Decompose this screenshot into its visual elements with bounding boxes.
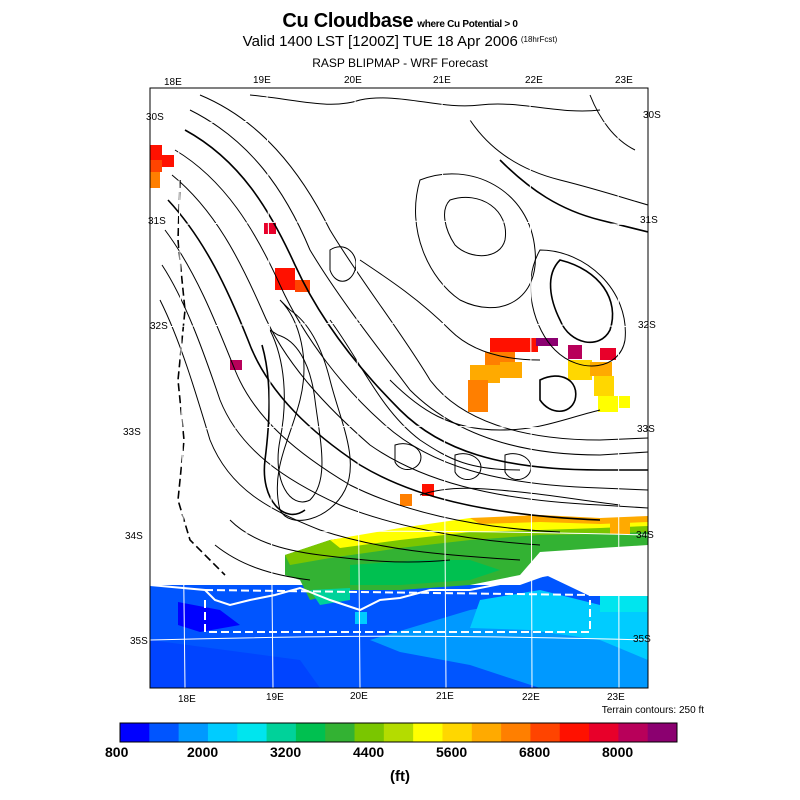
colorbar-swatch [207,723,238,742]
right-lat-label: 35S [633,634,651,645]
colorbar-swatch [295,723,326,742]
colorbar [119,722,678,743]
colorbar-swatch [589,723,619,742]
top-lon-label: 20E [344,75,362,86]
coastline [150,573,648,612]
colorbar-swatch [383,723,414,742]
colorbar-swatch [120,723,150,742]
colorbar-label: 5600 [436,744,468,760]
top-lon-label: 18E [164,77,182,88]
top-lon-label: 22E [525,75,543,86]
left-lat-label: 34S [125,531,143,542]
title-qualifier: where Cu Potential > 0 [417,19,518,30]
forecast-hour: (18hrFcst) [520,35,558,44]
colorbar-swatch [266,723,297,742]
left-lat-label: 30S [146,112,164,123]
cloudbase-band [285,515,648,624]
terrain-contours [159,94,648,581]
title-main: Cu Cloudbase [282,10,414,32]
right-lat-label: 33S [637,424,655,435]
colorbar-label: 2000 [187,744,219,760]
map-frame [149,87,649,689]
right-lat-label: 30S [643,110,661,121]
colorbar-swatch [237,723,268,742]
colorbar-swatch [178,723,209,742]
colorbar-swatch [618,723,649,742]
valid-time: Valid 1400 LST [1200Z] TUE 18 Apr 2006 (1… [0,33,800,50]
graticule [150,88,648,688]
colorbar-swatch [354,723,385,742]
colorbar-label: 3200 [270,744,302,760]
top-lon-label: 21E [433,75,451,86]
terrain-contour-note: Terrain contours: 250 ft [601,705,704,716]
left-lat-label: 35S [130,636,148,647]
colorbar-swatch [559,723,590,742]
left-lat-label: 32S [150,321,168,332]
colorbar-label: 4400 [353,744,385,760]
colorbar-swatch [647,723,678,742]
colorbar-label: 8000 [602,744,634,760]
colorbar-units: (ft) [390,768,410,785]
top-lon-label: 19E [253,75,271,86]
colorbar-swatch [149,723,180,742]
bottom-lon-label: 19E [266,692,284,703]
ocean-field [150,575,648,688]
dashed-boundary [177,179,226,576]
map-title: Cu Cloudbase where Cu Potential > 0 [0,10,800,33]
colorbar-swatch [471,723,502,742]
bottom-lon-label: 21E [436,691,454,702]
colorbar-swatch [325,723,356,742]
right-lat-label: 32S [638,320,656,331]
right-lat-label: 31S [640,215,658,226]
map-subtitle: RASP BLIPMAP - WRF Forecast [312,56,488,70]
bottom-lon-label: 22E [522,692,540,703]
cloudbase-cells [150,145,630,534]
left-lat-label: 31S [148,216,166,227]
top-lon-label: 23E [615,75,633,86]
colorbar-label: 6800 [519,744,551,760]
valid-text: Valid 1400 LST [1200Z] TUE 18 Apr 2006 [242,33,518,50]
colorbar-label: 800 [105,744,129,760]
right-lat-label: 34S [636,530,654,541]
colorbar-swatch [413,723,443,742]
bottom-lon-label: 20E [350,691,368,702]
left-lat-label: 33S [123,427,141,438]
colorbar-swatch [501,723,531,742]
colorbar-swatch [442,723,473,742]
dashed-boundary [204,589,591,633]
bottom-lon-label: 18E [178,694,196,705]
colorbar-swatch [530,723,561,742]
bottom-lon-label: 23E [607,692,625,703]
